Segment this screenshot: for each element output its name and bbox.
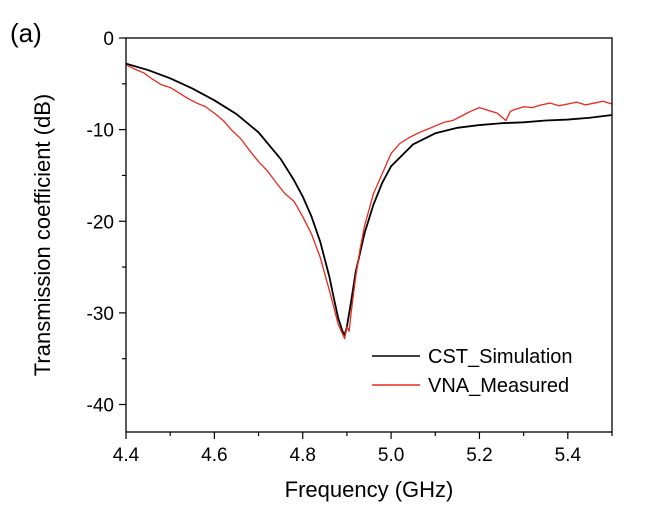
x-tick-label: 5.0	[378, 445, 404, 466]
plot-frame	[125, 37, 613, 433]
x-tick-label: 5.4	[555, 445, 582, 466]
series-line-vna-measured	[125, 63, 613, 340]
panel-label: (a)	[10, 18, 42, 48]
legend: CST_Simulation VNA_Measured	[372, 346, 573, 397]
x-axis: 4.4 4.6 4.8 5.0 5.2 5.4	[113, 432, 613, 466]
legend-label-vna-measured: VNA_Measured	[428, 375, 569, 397]
y-tick-label: -20	[87, 212, 114, 233]
x-tick-label: 4.4	[113, 445, 140, 466]
y-tick-label: -40	[87, 396, 114, 417]
x-tick-label: 5.2	[466, 445, 492, 466]
x-tick-label: 4.8	[290, 445, 316, 466]
y-axis-title: Transmission coefficient (dB)	[30, 94, 55, 376]
x-tick-label: 4.6	[201, 445, 227, 466]
y-tick-label: 0	[103, 29, 114, 50]
y-tick-label: -10	[87, 121, 114, 142]
y-axis: 0 -10 -20 -30 -40	[87, 29, 126, 417]
y-tick-label: -30	[87, 304, 114, 325]
x-axis-title: Frequency (GHz)	[285, 477, 454, 502]
series-layer	[125, 62, 613, 340]
legend-label-cst-simulation: CST_Simulation	[428, 346, 573, 368]
